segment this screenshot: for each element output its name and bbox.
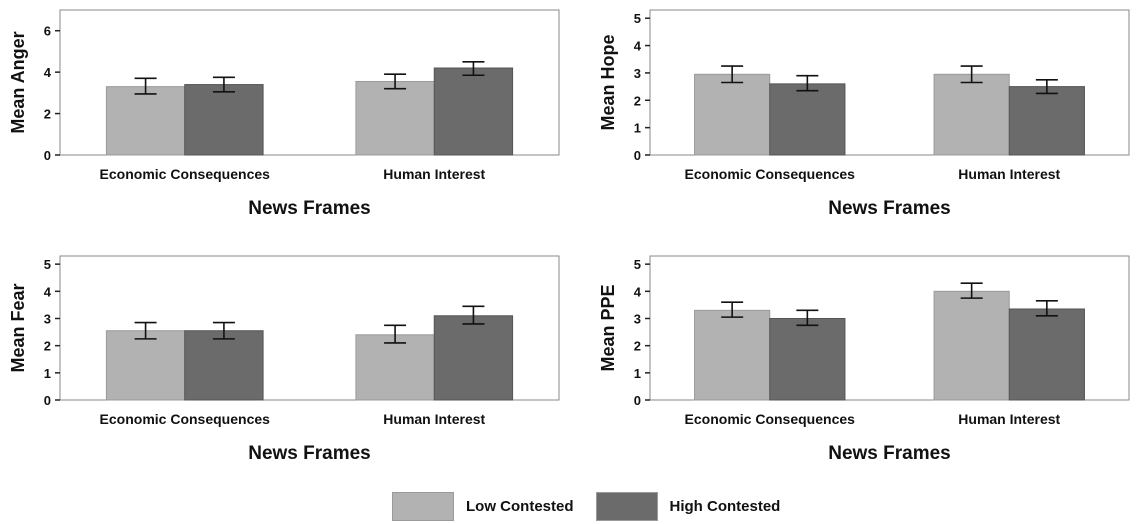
- chart-1-category-label-0: Economic Consequences: [100, 166, 271, 182]
- chart-2-ytick-label-1: 1: [634, 121, 641, 136]
- legend-label-low-contested: Low Contested: [466, 497, 574, 515]
- chart-4-category-label-1: Human Interest: [958, 411, 1060, 427]
- legend-label-high-contested: High Contested: [669, 497, 781, 515]
- chart-4-xlabel: News Frames: [828, 443, 951, 464]
- chart-2-frame: [649, 9, 1130, 156]
- chart-4-ytick-label-5: 5: [634, 257, 641, 272]
- chart-2-ytick-label-4: 4: [634, 39, 642, 54]
- chart-3-ytick-label-4: 4: [44, 284, 52, 299]
- chart-3-frame: [59, 255, 560, 401]
- chart-4-ylabel: Mean PPE: [598, 284, 618, 371]
- legend: Low Contested High Contested: [392, 490, 802, 522]
- legend-swatch-high-contested: [595, 491, 658, 521]
- chart-1-bar-low-0: [105, 86, 186, 156]
- chart-1-bar-low-1: [355, 80, 435, 156]
- chart-4-ytick-label-4: 4: [634, 284, 642, 299]
- chart-3-ytick-label-5: 5: [44, 257, 51, 272]
- chart-3-ytick-label-0: 0: [44, 393, 51, 408]
- chart-3-xlabel: News Frames: [248, 443, 371, 464]
- chart-4-bar-low-0: [694, 309, 771, 401]
- chart-4-bar-high-0: [769, 317, 846, 401]
- chart-2-ylabel: Mean Hope: [598, 34, 618, 130]
- chart-2-ytick-label-0: 0: [634, 148, 641, 163]
- charts-svg: 0 2 4 6 Mean Anger Economic Consequences Human…: [8, 9, 1130, 464]
- chart-2-xlabel: News Frames: [828, 198, 951, 219]
- chart-2-bar-high-0: [769, 83, 846, 156]
- chart-4-frame: [649, 255, 1130, 401]
- chart-2-ytick-label-2: 2: [634, 93, 641, 108]
- chart-1-ytick-label-3: 6: [44, 24, 51, 39]
- chart-1-ytick-label-2: 4: [44, 65, 52, 80]
- chart-3-bar-high-0: [184, 330, 264, 401]
- chart-1-frame: [59, 9, 560, 156]
- chart-1-category-label-1: Human Interest: [383, 166, 485, 182]
- chart-3-bar-high-1: [433, 315, 514, 401]
- chart-2-bar-low-1: [933, 73, 1010, 156]
- chart-4-ytick-label-3: 3: [634, 311, 641, 326]
- legend-item-high-contested: High Contested: [595, 491, 781, 521]
- chart-2-bar-low-0: [694, 73, 771, 156]
- chart-1-bar-high-0: [184, 84, 264, 156]
- chart-1-xlabel: News Frames: [248, 198, 371, 219]
- chart-2-ytick-label-3: 3: [634, 66, 641, 81]
- chart-4-ytick-label-2: 2: [634, 339, 641, 354]
- chart-4-bar-high-1: [1008, 308, 1085, 401]
- chart-4-ytick-label-1: 1: [634, 366, 641, 381]
- chart-3-ytick-label-3: 3: [44, 311, 51, 326]
- chart-1-ytick-label-1: 2: [44, 107, 51, 122]
- chart-1-ylabel: Mean Anger: [8, 31, 28, 133]
- legend-item-low-contested: Low Contested: [392, 491, 574, 521]
- chart-3-bar-low-0: [105, 330, 186, 401]
- chart-2-ytick-label-5: 5: [634, 11, 641, 26]
- chart-2-category-label-1: Human Interest: [958, 166, 1060, 182]
- chart-4-category-label-0: Economic Consequences: [685, 411, 856, 427]
- chart-3-bar-low-1: [355, 334, 435, 401]
- legend-swatch-low-contested: [392, 491, 454, 521]
- chart-3-ylabel: Mean Fear: [8, 283, 28, 372]
- chart-4-bar-low-1: [933, 290, 1010, 401]
- chart-3-ytick-label-2: 2: [44, 339, 51, 354]
- chart-3-ytick-label-1: 1: [44, 366, 51, 381]
- chart-3-category-label-0: Economic Consequences: [100, 411, 271, 427]
- chart-1-bar-high-1: [433, 67, 514, 156]
- chart-1-ytick-label-0: 0: [44, 148, 51, 163]
- chart-2-bar-high-1: [1008, 86, 1085, 156]
- chart-4-ytick-label-0: 0: [634, 393, 641, 408]
- chart-3-category-label-1: Human Interest: [383, 411, 485, 427]
- chart-2-category-label-0: Economic Consequences: [685, 166, 856, 182]
